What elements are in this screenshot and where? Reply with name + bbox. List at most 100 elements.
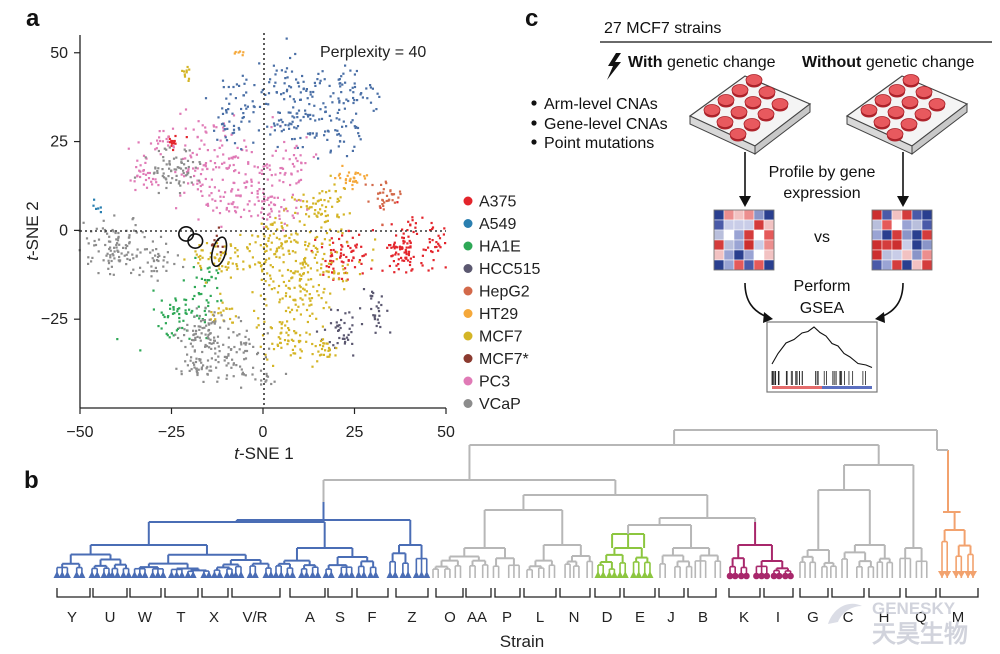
data-point [338, 238, 340, 240]
strain-bracket [357, 588, 388, 597]
data-point [327, 200, 329, 202]
data-point [240, 148, 242, 150]
data-point [245, 173, 247, 175]
data-point [268, 284, 270, 286]
leaf-marker [787, 573, 794, 580]
data-point [353, 177, 355, 179]
bullet-dot [531, 139, 536, 144]
data-point [340, 91, 342, 93]
data-point [216, 381, 218, 383]
data-point [294, 138, 296, 140]
data-point [232, 331, 234, 333]
data-point [343, 322, 345, 324]
data-point [208, 346, 210, 348]
data-point [267, 240, 269, 242]
leaf-marker [622, 571, 629, 578]
data-point [218, 190, 220, 192]
data-point [336, 251, 338, 253]
data-point [238, 85, 240, 87]
series-hcc515-points [316, 288, 391, 357]
strain-bracket [624, 588, 655, 597]
data-point [237, 147, 239, 149]
data-point [178, 317, 180, 319]
data-point [285, 373, 287, 375]
data-point [238, 172, 240, 174]
data-point [226, 111, 228, 113]
data-point [339, 78, 341, 80]
data-point [131, 254, 133, 256]
data-point [199, 258, 201, 260]
data-point [370, 295, 372, 297]
data-point [124, 255, 126, 257]
data-point [237, 157, 239, 159]
data-point [291, 71, 293, 73]
data-point [190, 343, 192, 345]
data-point [305, 248, 307, 250]
data-point [156, 147, 158, 149]
data-point [270, 126, 272, 128]
data-point [132, 218, 134, 220]
data-point [134, 189, 136, 191]
heatmap-cell [872, 260, 882, 270]
data-point [235, 195, 237, 197]
data-point [220, 226, 222, 228]
leaf-marker [969, 571, 977, 578]
data-point [337, 342, 339, 344]
data-point [139, 176, 141, 178]
data-point [283, 254, 285, 256]
data-point [113, 257, 115, 259]
data-point [290, 270, 292, 272]
data-point [276, 237, 278, 239]
data-point [266, 163, 268, 165]
data-point [191, 182, 193, 184]
data-point [214, 320, 216, 322]
data-point [90, 260, 92, 262]
data-point [170, 140, 172, 142]
leaf-marker [957, 571, 965, 578]
data-point [354, 245, 356, 247]
data-point [337, 112, 339, 114]
data-point [370, 308, 372, 310]
data-point [278, 210, 280, 212]
data-point [290, 354, 292, 356]
with-genetic-change-label: With genetic change [628, 54, 776, 71]
data-point [167, 315, 169, 317]
data-point [257, 235, 259, 237]
data-point [258, 182, 260, 184]
highlight-ring [188, 234, 203, 248]
data-point [211, 343, 213, 345]
data-point [225, 109, 227, 111]
data-point [220, 140, 222, 142]
data-point [191, 368, 193, 370]
data-point [321, 246, 323, 248]
data-point [230, 349, 232, 351]
data-point [104, 244, 106, 246]
data-point [199, 255, 201, 257]
data-point [222, 113, 224, 115]
data-point [121, 252, 123, 254]
data-point [337, 330, 339, 332]
data-point [114, 250, 116, 252]
data-point [338, 278, 340, 280]
data-point [310, 278, 312, 280]
data-point [229, 164, 231, 166]
data-point [240, 194, 242, 196]
data-point [259, 262, 261, 264]
data-point [287, 307, 289, 309]
data-point [282, 157, 284, 159]
data-point [268, 92, 270, 94]
well [889, 85, 905, 96]
data-point [339, 257, 341, 259]
heatmap-cell [912, 210, 922, 220]
legend-label: A375 [479, 194, 516, 211]
data-point [281, 275, 283, 277]
data-point [172, 149, 174, 151]
data-point [378, 315, 380, 317]
data-point [341, 84, 343, 86]
data-point [154, 167, 156, 169]
data-point [270, 264, 272, 266]
data-point [166, 261, 168, 263]
data-point [282, 181, 284, 183]
data-point [175, 207, 177, 209]
data-point [309, 293, 311, 295]
